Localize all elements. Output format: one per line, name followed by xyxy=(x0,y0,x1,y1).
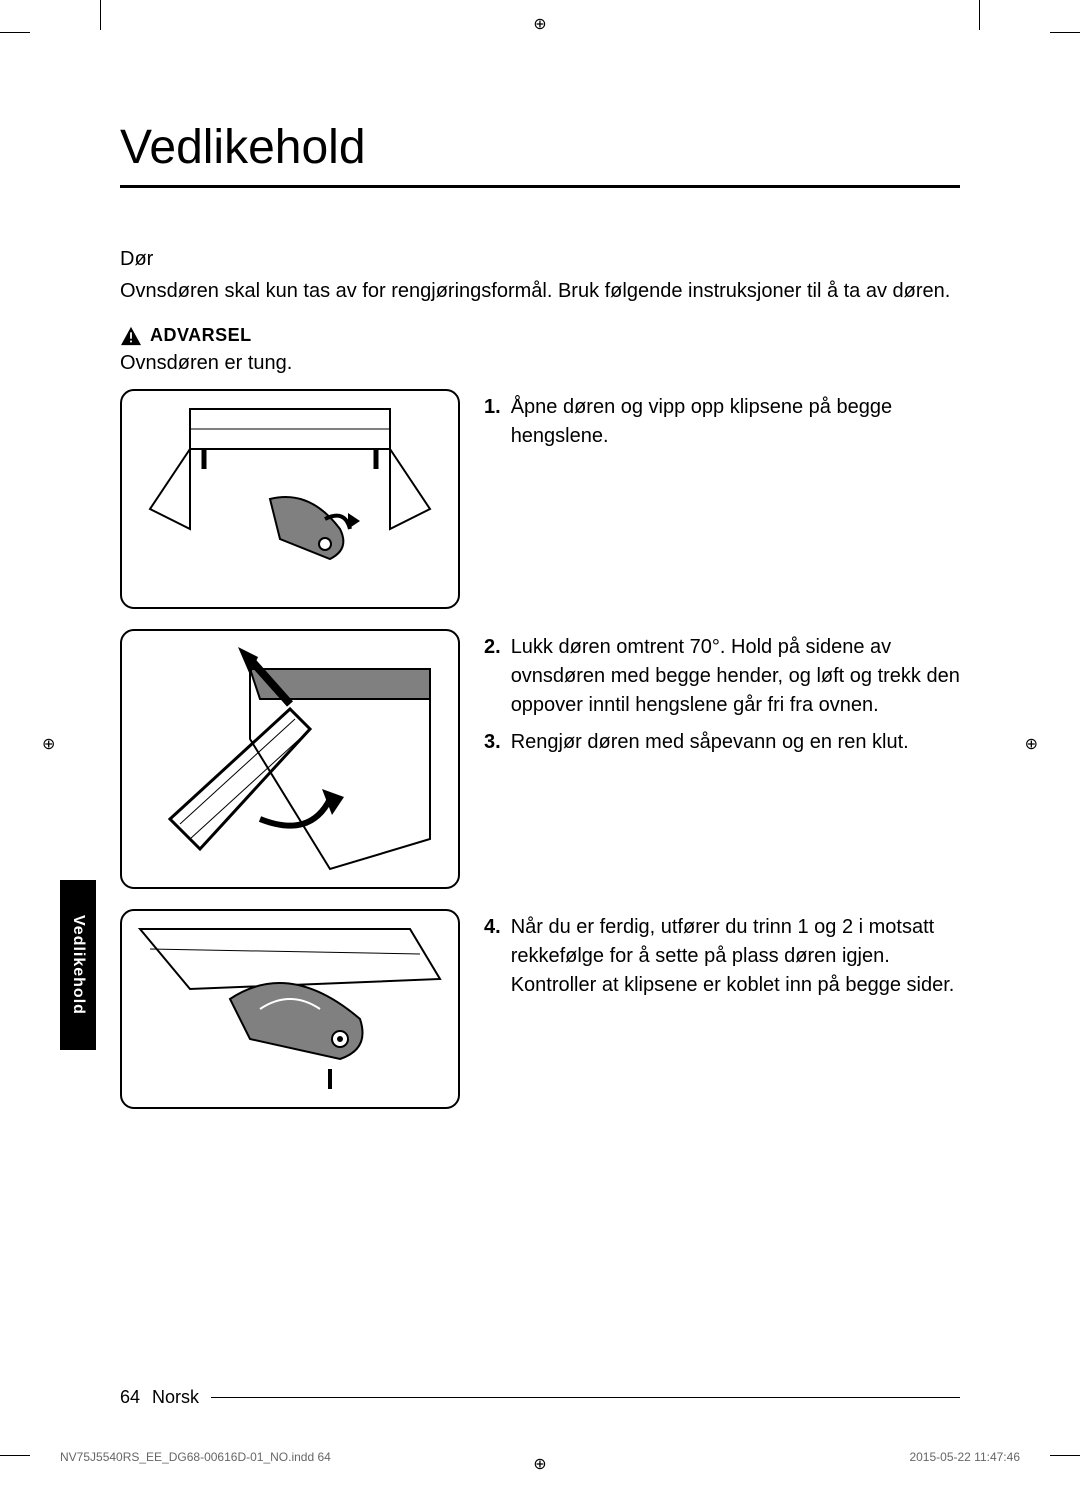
print-file: NV75J5540RS_EE_DG68-00616D-01_NO.indd 64 xyxy=(60,1450,331,1464)
step-row: 1. Åpne døren og vipp opp klipsene på be… xyxy=(120,389,960,609)
step-item: 4. Når du er ferdig, utfører du trinn 1 … xyxy=(484,913,960,1000)
warning-triangle-icon xyxy=(120,326,142,346)
step-row: 4. Når du er ferdig, utfører du trinn 1 … xyxy=(120,909,960,1109)
step-item: 1. Åpne døren og vipp opp klipsene på be… xyxy=(484,393,960,451)
step-item: 2. Lukk døren omtrent 70°. Hold på siden… xyxy=(484,633,960,720)
step-number: 4. xyxy=(484,913,501,1000)
step-row: 2. Lukk døren omtrent 70°. Hold på siden… xyxy=(120,629,960,889)
step-number: 3. xyxy=(484,728,501,757)
step-text: Lukk døren omtrent 70°. Hold på sidene a… xyxy=(511,633,960,720)
warning-text: Ovnsdøren er tung. xyxy=(120,352,960,375)
figure-hinge-clips-closed xyxy=(120,909,460,1109)
page-number: 64 xyxy=(120,1387,140,1408)
section-heading: Dør xyxy=(120,248,960,271)
section-intro: Ovnsdøren skal kun tas av for rengjøring… xyxy=(120,277,960,305)
step-number: 1. xyxy=(484,393,501,451)
side-tab-label: Vedlikehold xyxy=(69,915,87,1015)
figure-door-lift xyxy=(120,629,460,889)
print-metadata: NV75J5540RS_EE_DG68-00616D-01_NO.indd 64… xyxy=(60,1450,1020,1464)
step-number: 2. xyxy=(484,633,501,720)
footer-rule xyxy=(211,1397,960,1398)
side-tab: Vedlikehold xyxy=(60,880,96,1050)
figure-hinge-clips-open xyxy=(120,389,460,609)
print-timestamp: 2015-05-22 ‭11:47:46 xyxy=(909,1450,1020,1464)
step-text: Når du er ferdig, utfører du trinn 1 og … xyxy=(511,913,960,1000)
step-item: 3. Rengjør døren med såpevann og en ren … xyxy=(484,728,960,757)
footer: 64 Norsk xyxy=(120,1387,960,1408)
warning-label: ADVARSEL xyxy=(150,325,252,346)
footer-language: Norsk xyxy=(152,1387,199,1408)
step-text: Rengjør døren med såpevann og en ren klu… xyxy=(511,728,909,757)
warning-heading: ADVARSEL xyxy=(120,325,960,346)
page-title: Vedlikehold xyxy=(120,120,960,188)
step-text: Åpne døren og vipp opp klipsene på begge… xyxy=(511,393,960,451)
